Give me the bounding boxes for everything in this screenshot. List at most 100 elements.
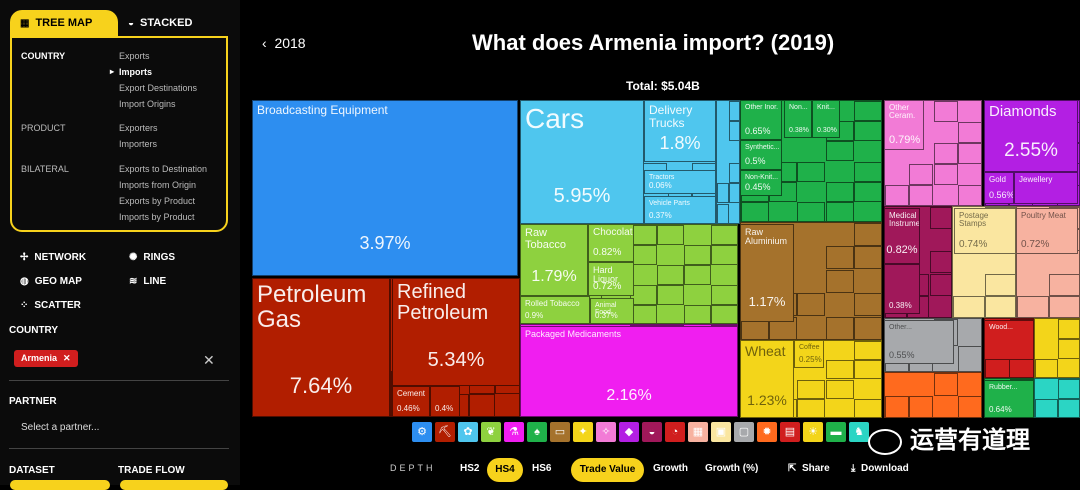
treemap-subtile[interactable] xyxy=(1035,359,1058,377)
treemap-subtile[interactable] xyxy=(711,245,737,265)
treemap-subtile[interactable] xyxy=(930,207,951,229)
treemap-subtile[interactable] xyxy=(797,202,825,221)
treemap-subtile[interactable] xyxy=(1058,399,1079,417)
treemap-subtile[interactable] xyxy=(934,101,958,122)
treemap-cell-wheat[interactable]: Wheat 1.23% xyxy=(740,340,794,418)
treemap-subtile[interactable] xyxy=(657,285,684,305)
treemap-subtile[interactable] xyxy=(1035,399,1058,417)
diamond-icon[interactable]: ◆ xyxy=(619,422,639,442)
treemap-subtile[interactable] xyxy=(930,274,951,296)
treemap-subtile[interactable] xyxy=(469,394,495,416)
treemap-subtile[interactable] xyxy=(797,399,825,417)
treemap-subtile[interactable] xyxy=(684,245,711,265)
treemap-cell-refpet[interactable]: Refined Petroleum 5.34% xyxy=(392,278,520,386)
treemap-subtile[interactable] xyxy=(684,305,711,323)
treemap-subtile[interactable] xyxy=(729,183,739,203)
partner-select[interactable]: Select a partner... xyxy=(21,422,100,433)
treemap-cell-other055[interactable]: Other... 0.55% xyxy=(884,320,954,364)
treemap-subtile[interactable] xyxy=(826,380,854,399)
box-icon[interactable]: ▣ xyxy=(711,422,731,442)
vis-line[interactable]: ≋ LINE xyxy=(129,276,167,287)
vis-scatter[interactable]: ⁘ SCATTER xyxy=(20,300,81,311)
treemap-cell-petgas[interactable]: Petroleum Gas 7.64% xyxy=(252,278,390,417)
treemap-cell-g038[interactable]: Non... 0.38% xyxy=(784,100,812,138)
dataset-select[interactable] xyxy=(10,480,110,490)
treemap-subtile[interactable] xyxy=(729,121,739,141)
treemap-subtile[interactable] xyxy=(826,317,854,339)
horse-icon[interactable]: ♞ xyxy=(849,422,869,442)
view-importers[interactable]: Importers xyxy=(119,139,158,149)
treemap-subtile[interactable] xyxy=(826,270,854,293)
treemap-subtile[interactable] xyxy=(630,245,657,265)
treemap-cell-rolled[interactable]: Rolled Tobacco 0.9% xyxy=(520,296,590,324)
treemap-cell-cement[interactable]: Cement 0.46% xyxy=(392,386,430,417)
treemap-subtile[interactable] xyxy=(1058,379,1079,399)
treemap-subtile[interactable] xyxy=(729,163,739,183)
treemap-subtile[interactable] xyxy=(985,359,1010,377)
view-exports-to-destination[interactable]: Exports to Destination xyxy=(119,164,208,174)
stone-icon[interactable]: ◒ xyxy=(642,422,662,442)
metric-growth-pct[interactable]: Growth (%) xyxy=(705,463,759,474)
treemap-subtile[interactable] xyxy=(826,202,854,221)
car-icon[interactable]: ▬ xyxy=(826,422,846,442)
treemap-subtile[interactable] xyxy=(741,202,769,221)
treemap-region[interactable] xyxy=(1034,318,1080,378)
trade-flow-select[interactable] xyxy=(120,480,228,490)
treemap-cell-broadcast[interactable]: Broadcasting Equipment 3.97% xyxy=(252,100,518,276)
country-chip[interactable]: Armenia ✕ xyxy=(14,350,78,367)
treemap-cell-m038[interactable]: 0.38% xyxy=(884,264,920,314)
treemap-cell-delivery[interactable]: Delivery Trucks 1.8% xyxy=(644,100,716,162)
flask-icon[interactable]: ⚗ xyxy=(504,422,524,442)
treemap-subtile[interactable] xyxy=(885,396,909,417)
download-button[interactable]: ⤓ Download xyxy=(851,463,909,474)
vis-geo-map[interactable]: ◍ GEO MAP xyxy=(20,276,82,287)
treemap-subtile[interactable] xyxy=(958,346,981,371)
shoe-icon[interactable]: ✦ xyxy=(573,422,593,442)
view-exports-by-product[interactable]: Exports by Product xyxy=(119,196,196,206)
treemap-subtile[interactable] xyxy=(711,305,737,323)
treemap-subtile[interactable] xyxy=(854,121,881,141)
treemap-subtile[interactable] xyxy=(1049,296,1079,317)
tab-stacked[interactable]: ◒ STACKED xyxy=(128,17,193,29)
view-export-destinations[interactable]: Export Destinations xyxy=(119,83,198,93)
treemap-subtile[interactable] xyxy=(826,360,854,379)
treemap-region[interactable] xyxy=(716,100,740,224)
remove-chip-icon[interactable]: ✕ xyxy=(63,353,71,363)
treemap-subtile[interactable] xyxy=(930,251,951,273)
treemap-cell-wood[interactable]: Wood... xyxy=(984,320,1034,360)
treemap-subtile[interactable] xyxy=(854,101,881,121)
clear-country-icon[interactable]: ✕ xyxy=(203,352,215,368)
treemap-subtile[interactable] xyxy=(958,185,981,205)
view-exports[interactable]: Exports xyxy=(119,51,150,61)
view-imports-from-origin[interactable]: Imports from Origin xyxy=(119,180,197,190)
treemap-cell-hardliq[interactable]: Hard Liquor 0.72% xyxy=(588,262,634,296)
treemap-subtile[interactable] xyxy=(797,293,825,316)
treemap-subtile[interactable] xyxy=(958,396,981,417)
metric-growth[interactable]: Growth xyxy=(653,463,688,474)
treemap-subtile[interactable] xyxy=(934,164,958,185)
treemap-cell-choc[interactable]: Chocolate 0.82% xyxy=(588,224,634,262)
treemap-subtile[interactable] xyxy=(985,274,1015,296)
view-imports[interactable]: Imports xyxy=(110,67,152,77)
treemap-cell-poultry[interactable]: Poultry Meat 0.72% xyxy=(1016,208,1078,254)
treemap-subtile[interactable] xyxy=(854,223,881,246)
metric-trade-value[interactable]: Trade Value xyxy=(571,458,644,482)
axe-icon[interactable]: ⛏ xyxy=(435,422,455,442)
treemap-cell-animfood[interactable]: Animal Food 0.37% xyxy=(590,298,634,324)
treemap-subtile[interactable] xyxy=(1058,339,1079,359)
treemap-subtile[interactable] xyxy=(854,293,881,316)
treemap-region[interactable] xyxy=(884,372,982,418)
treemap-subtile[interactable] xyxy=(630,225,657,245)
treemap-cell-synth[interactable]: Synthetic... 0.5% xyxy=(740,140,782,170)
treemap-subtile[interactable] xyxy=(826,141,854,161)
treemap-subtile[interactable] xyxy=(630,285,657,305)
share-button[interactable]: ⇱ Share xyxy=(788,463,830,474)
treemap-subtile[interactable] xyxy=(909,164,933,185)
view-exporters[interactable]: Exporters xyxy=(119,123,158,133)
treemap-subtile[interactable] xyxy=(934,373,958,396)
depth-hs4[interactable]: HS4 xyxy=(487,458,523,482)
treemap-subtile[interactable] xyxy=(985,296,1015,317)
treemap-cell-g030[interactable]: Knit... 0.30% xyxy=(812,100,840,138)
treemap-cell-tractors[interactable]: Tractors 0.06% xyxy=(644,170,716,194)
sun-icon[interactable]: ☀ xyxy=(803,422,823,442)
